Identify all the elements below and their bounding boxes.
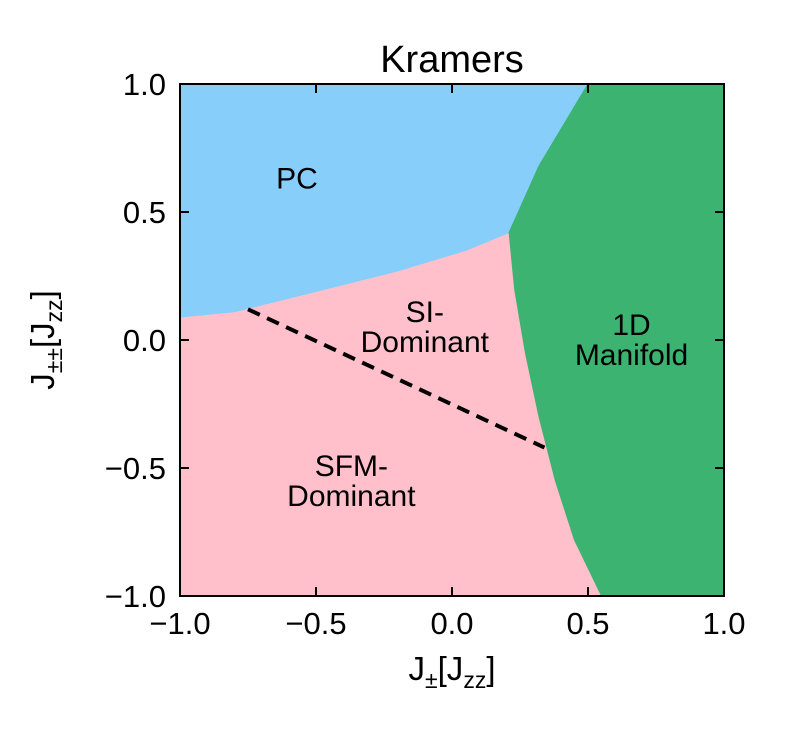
region-label: PC [276,163,318,196]
y-axis-label: J±±[Jzz] [24,290,67,390]
x-tick-label: 0.0 [430,606,473,641]
region-label: SI-Dominant [361,296,490,359]
region-label-line: 1D [612,309,650,342]
chart-title: Kramers [380,39,524,81]
region-label-line: PC [276,163,318,196]
axis-label-subscript: ±± [41,348,67,373]
x-tick-label: 1.0 [702,606,745,641]
axis-label-subscript: zz [463,667,486,693]
y-tick-label: 0.0 [123,323,166,358]
axis-label-text: ] [24,290,61,299]
axis-label-subscript: zz [41,299,67,322]
region-label: SFM-Dominant [287,450,416,513]
dashed-boundary-line [247,307,546,450]
y-tick-label: 0.5 [123,195,166,230]
regions-layer [179,83,725,597]
boundary-layer [247,307,546,450]
ticks-layer: −1.0 −0.5 0.0 0.5 1.0 −1.0 −0.5 0.0 0.5 1.0 [105,67,746,641]
region-label-line: Dominant [287,480,416,513]
axis-label-subscript: ± [425,667,438,693]
x-tick-label: −0.5 [285,606,346,641]
region-label-line: SI- [406,296,444,329]
axis-label-text: J [24,373,61,390]
region-label-line: SFM- [315,450,388,483]
x-axis-label: J±[Jzz] [409,650,496,693]
axis-label-text: [J [24,322,61,348]
y-tick-label: −0.5 [105,451,166,486]
axis-label-text: J [409,650,426,687]
x-tick-label: −1.0 [149,606,210,641]
axis-label-text: ] [486,650,495,687]
region-label: 1D Manifold [575,309,688,372]
region-label-line: Dominant [361,326,490,359]
y-tick-label: −1.0 [105,579,166,614]
x-tick-label: 0.5 [566,606,609,641]
region-label-line: Manifold [575,339,688,372]
y-tick-label: 1.0 [123,67,166,102]
axis-label-text: [J [438,650,464,687]
